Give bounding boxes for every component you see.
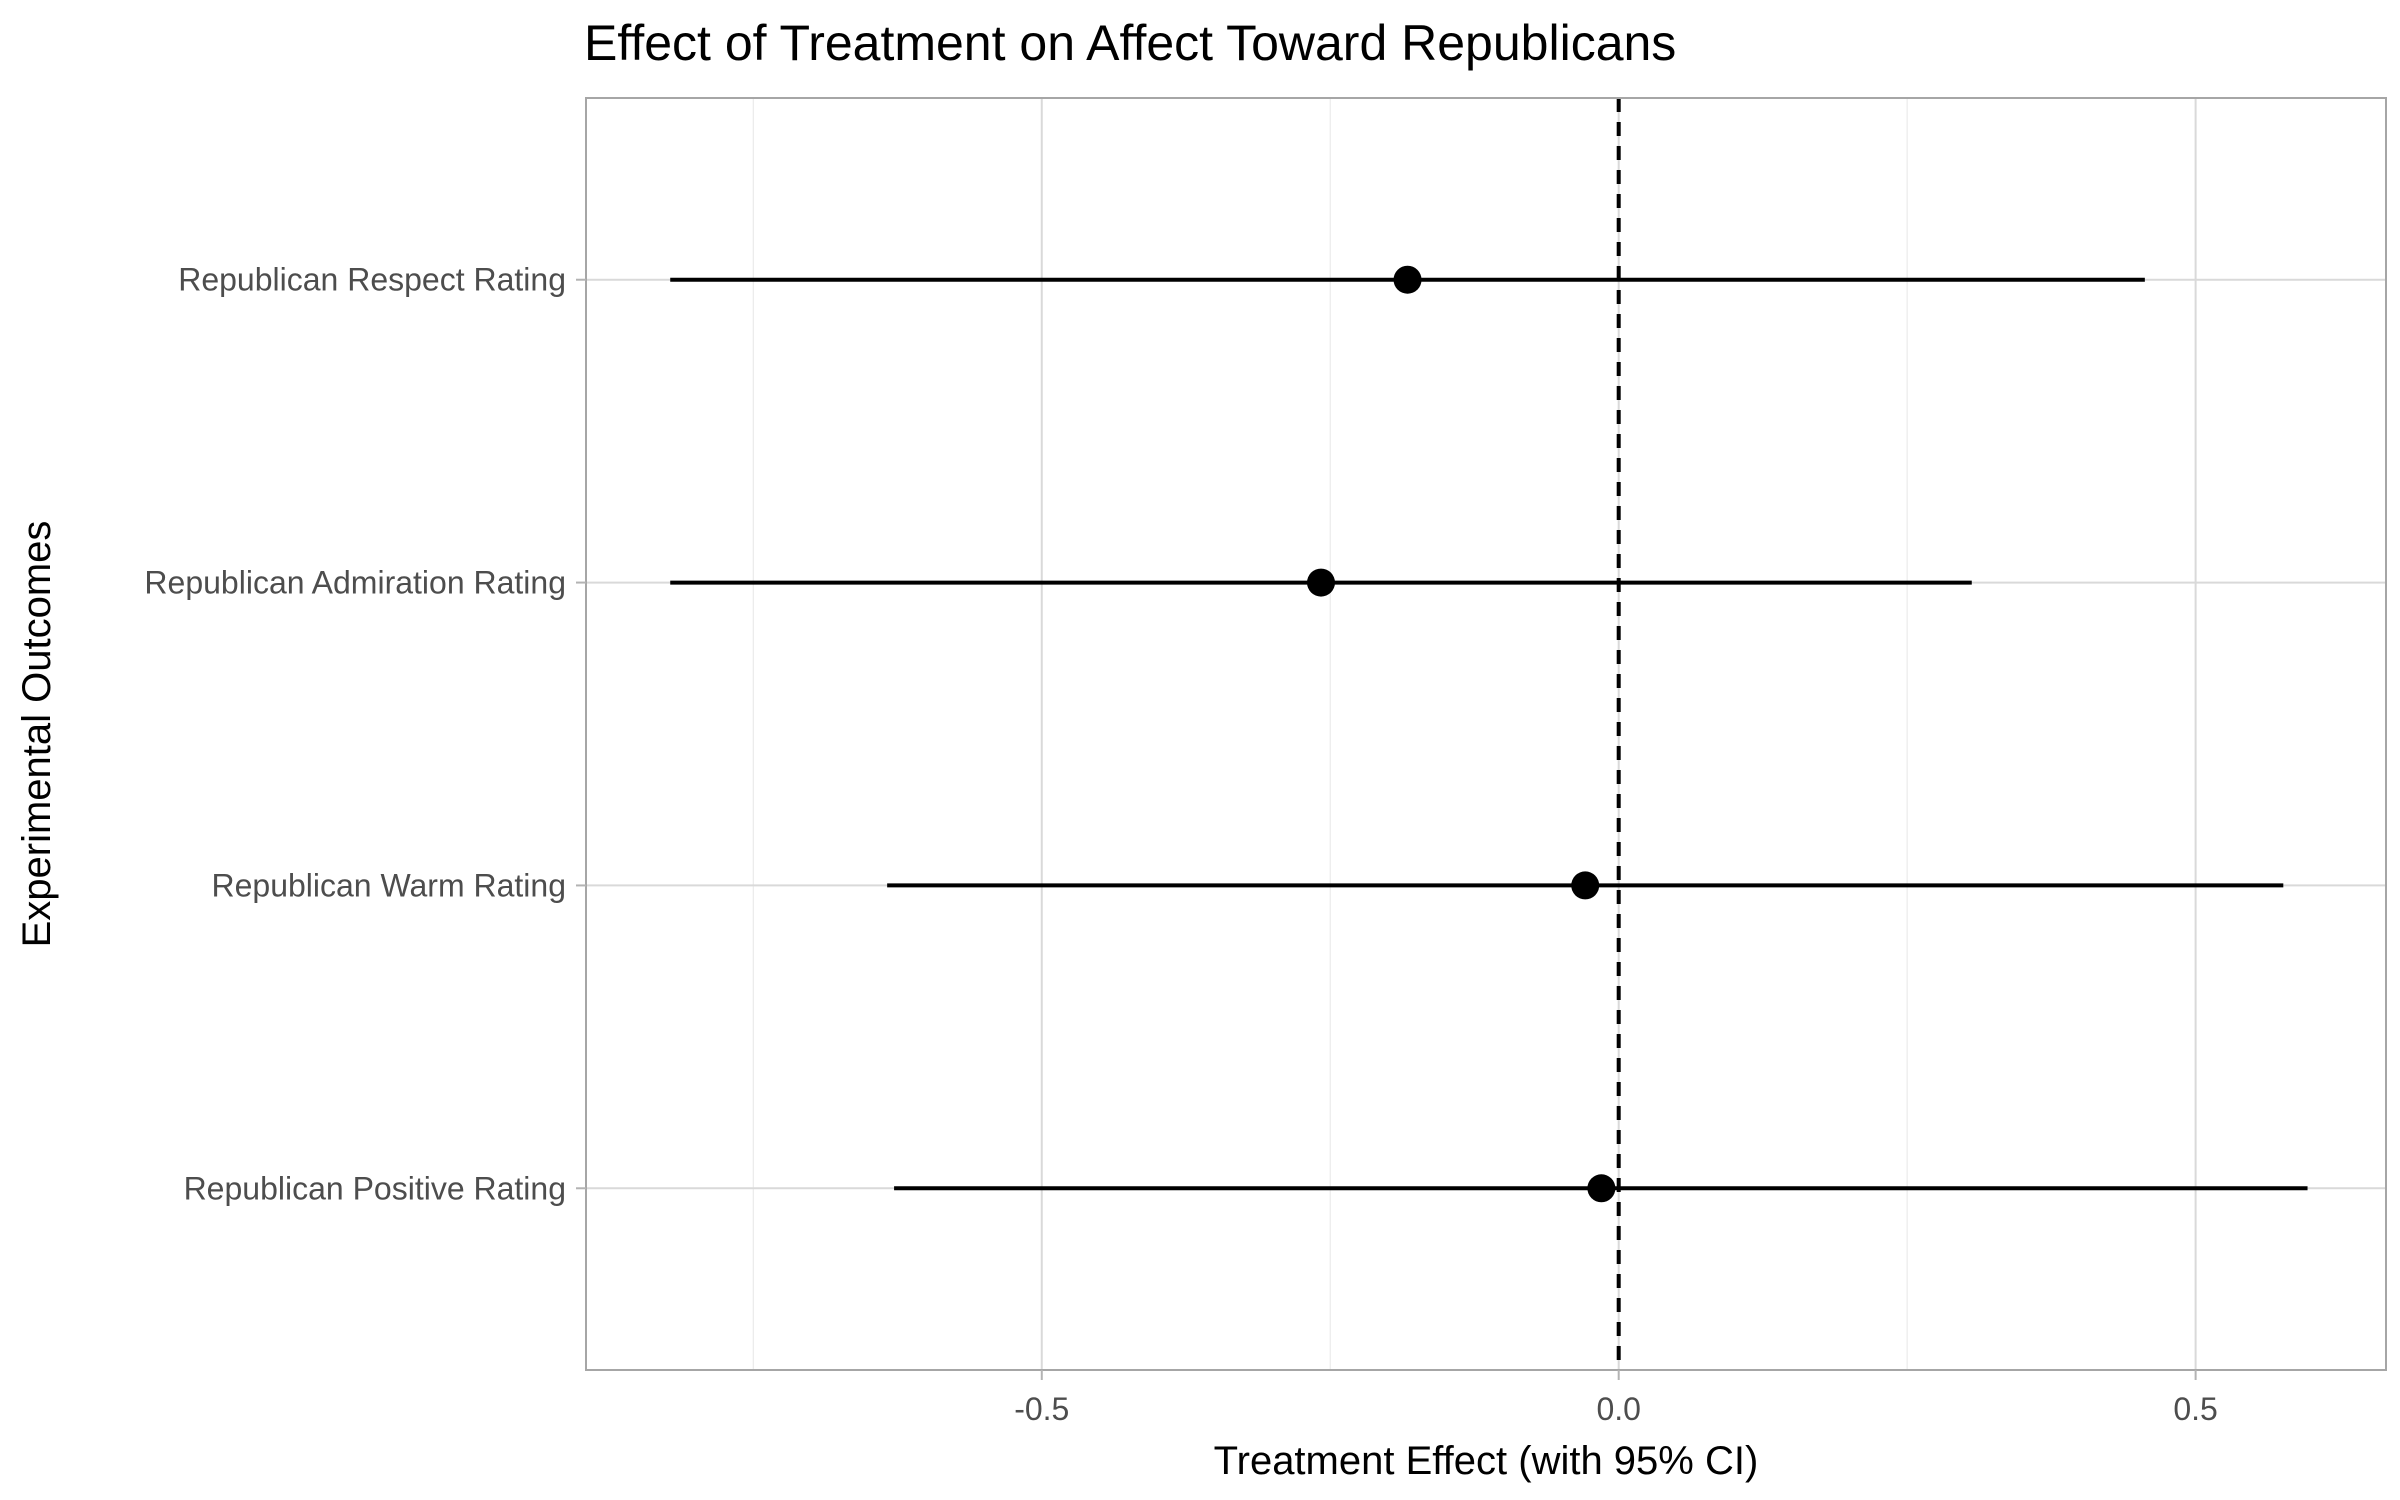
- y-tick-label: Republican Respect Rating: [178, 262, 566, 298]
- x-tick-label: 0.0: [1596, 1391, 1640, 1427]
- major-gridlines: [586, 98, 2386, 1370]
- y-tick-label: Republican Admiration Rating: [144, 565, 566, 601]
- minor-gridlines: [752, 98, 1908, 1370]
- y-tick-label: Republican Positive Rating: [184, 1170, 566, 1206]
- point-estimate: [1393, 265, 1422, 294]
- y-axis-ticks: Republican Respect Rating Republican Admi…: [144, 262, 586, 1206]
- panel-border: [585, 97, 2387, 1371]
- chart-title: Effect of Treatment on Affect Toward Rep…: [584, 15, 1676, 71]
- x-tick-label: 0.5: [2173, 1391, 2217, 1427]
- point-estimate: [1571, 871, 1600, 900]
- x-axis-title: Treatment Effect (with 95% CI): [1214, 1439, 1759, 1483]
- point-estimate: [1587, 1174, 1616, 1203]
- x-axis-ticks: -0.5 0.0 0.5: [1014, 1370, 2218, 1427]
- x-tick-label: -0.5: [1014, 1391, 1069, 1427]
- plot-marks: [670, 98, 2308, 1370]
- y-axis-title: Experimental Outcomes: [15, 521, 59, 948]
- point-estimate: [1307, 568, 1335, 597]
- y-tick-label: Republican Warm Rating: [211, 867, 566, 903]
